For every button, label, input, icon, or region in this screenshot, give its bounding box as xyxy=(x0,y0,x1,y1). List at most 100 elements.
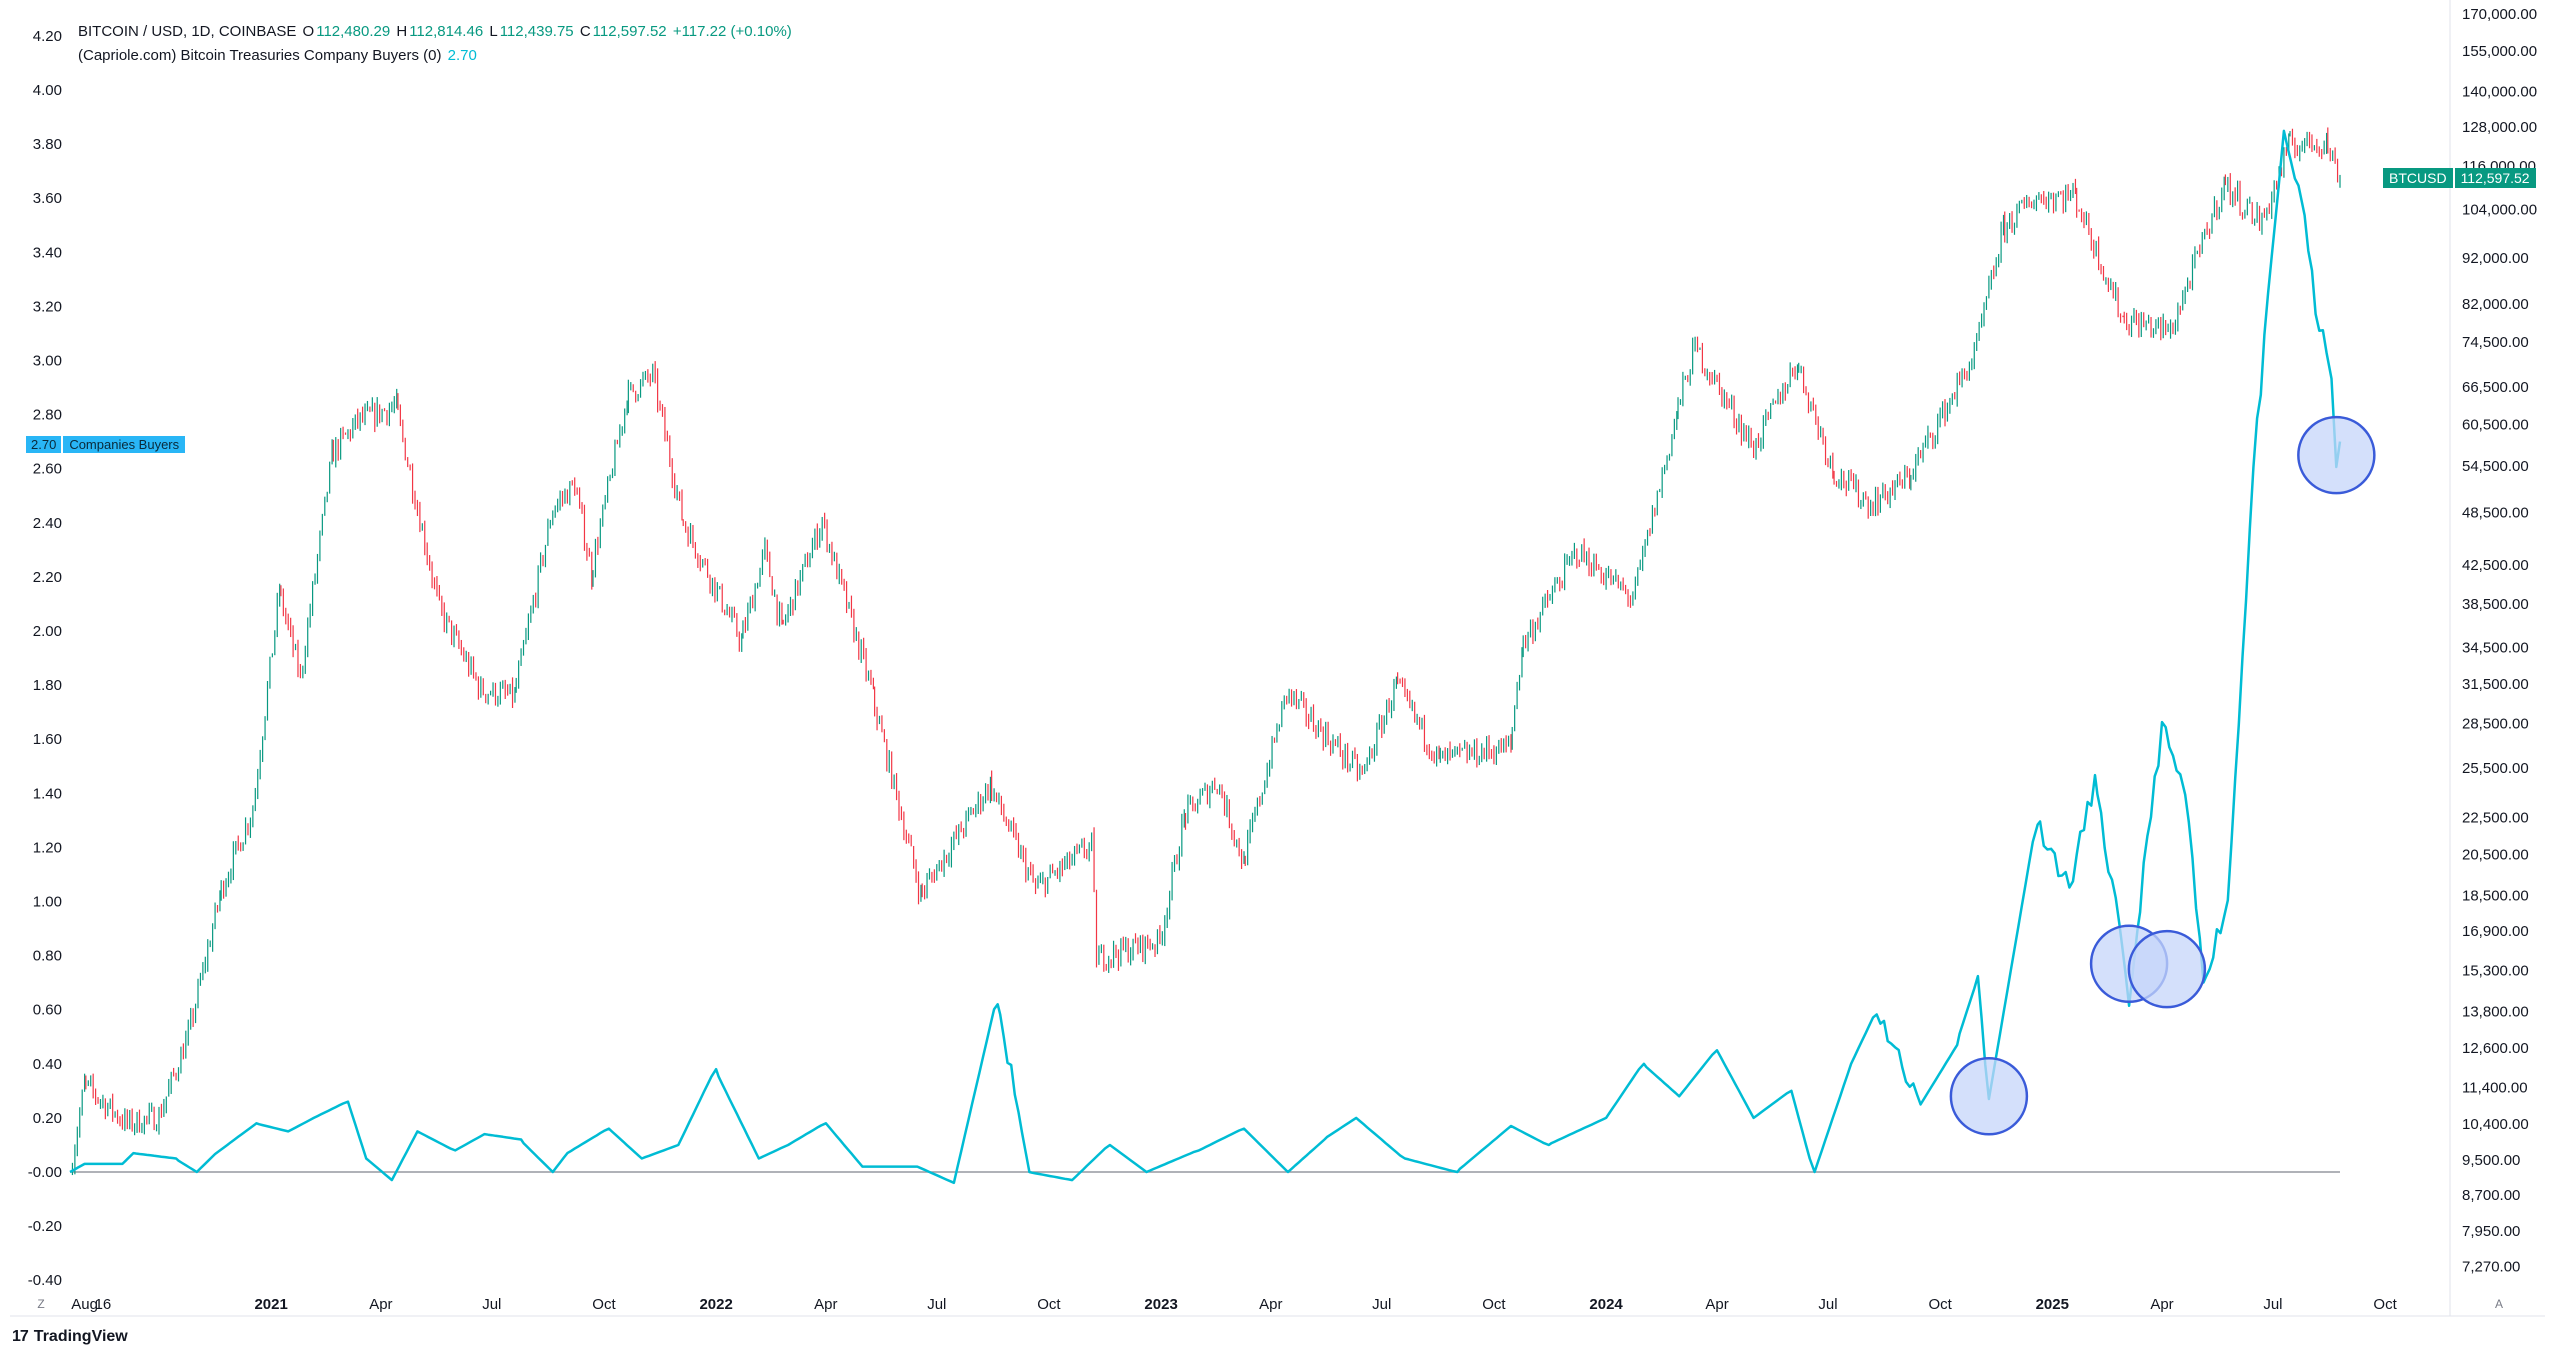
left-tick-label: 2.40 xyxy=(33,515,62,532)
left-tick-label: 3.60 xyxy=(33,190,62,207)
companies-buyers-price-tag: 2.70 Companies Buyers xyxy=(26,436,186,453)
btcusd-price: 112,597.52 xyxy=(2454,168,2536,188)
right-tick-label: 34,500.00 xyxy=(2462,640,2529,657)
time-tick-label: Oct xyxy=(1482,1296,1506,1313)
symbol-row: BITCOIN / USD, 1D, COINBASE O 112,480.29 … xyxy=(78,20,794,44)
indicator-title[interactable]: (Capriole.com) Bitcoin Treasuries Compan… xyxy=(78,47,442,64)
close-value: 112,597.52 xyxy=(592,23,667,40)
right-tick-label: 155,000.00 xyxy=(2462,43,2537,60)
right-tick-label: 22,500.00 xyxy=(2462,809,2529,826)
left-tick-label: 0.20 xyxy=(33,1110,62,1127)
time-tick-label: Oct xyxy=(1928,1296,1952,1313)
right-tick-label: 66,500.00 xyxy=(2462,379,2529,396)
time-tick-label: Aug xyxy=(71,1296,98,1313)
left-tick-label: 0.80 xyxy=(33,948,62,965)
right-axis: 170,000.00 155,000.00 140,000.00 128,000.00… xyxy=(2462,6,2537,1275)
time-tick-label: Apr xyxy=(1705,1296,1728,1313)
highlight-circle xyxy=(2127,929,2207,1009)
left-tick-label: 3.40 xyxy=(33,244,62,261)
left-tick-label: 1.60 xyxy=(33,731,62,748)
change-value: +117.22 (+0.10%) xyxy=(672,23,792,40)
right-tick-label: 12,600.00 xyxy=(2462,1040,2529,1057)
right-tick-label: 42,500.00 xyxy=(2462,557,2529,574)
left-tick-label: -0.40 xyxy=(28,1272,62,1289)
time-tick-label: Jul xyxy=(1372,1296,1391,1313)
left-tick-label: 2.80 xyxy=(33,407,62,424)
open-value: 112,480.29 xyxy=(316,23,391,40)
left-tick-label: 1.00 xyxy=(33,894,62,911)
highlight-circle xyxy=(1949,1057,2029,1136)
left-tick-label: 2.60 xyxy=(33,461,62,478)
right-tick-label: 28,500.00 xyxy=(2462,716,2529,733)
auto-scale-button[interactable]: A xyxy=(2494,1297,2503,1311)
right-tick-label: 128,000.00 xyxy=(2462,119,2537,136)
right-tick-label: 25,500.00 xyxy=(2462,760,2529,777)
highlight-markers xyxy=(1949,415,2376,1136)
indicator-value: 2.70 xyxy=(447,47,477,64)
companies-buyers-line xyxy=(69,129,2342,1185)
right-tick-label: 18,500.00 xyxy=(2462,887,2529,904)
time-tick-label: Apr xyxy=(1259,1296,1282,1313)
highlight-circle xyxy=(2297,415,2376,495)
right-tick-label: 38,500.00 xyxy=(2462,596,2529,613)
right-tick-label: 10,400.00 xyxy=(2462,1116,2529,1133)
right-tick-label: 16,900.00 xyxy=(2462,923,2529,940)
right-tick-label: 54,500.00 xyxy=(2462,458,2529,475)
time-tick-label: Apr xyxy=(369,1296,392,1313)
high-label: H xyxy=(396,23,408,40)
right-tick-label: 7,270.00 xyxy=(2462,1258,2520,1275)
btcusd-price-tag: BTCUSD 112,597.52 xyxy=(2383,168,2536,188)
right-tick-label: 31,500.00 xyxy=(2462,676,2529,693)
time-tick-label: Oct xyxy=(2373,1296,2397,1313)
low-label: L xyxy=(489,23,498,40)
time-tick-label: Apr xyxy=(814,1296,837,1313)
left-tick-label: 1.80 xyxy=(33,677,62,694)
time-tick-label: Apr xyxy=(2150,1296,2173,1313)
close-label: C xyxy=(579,23,591,40)
tradingview-watermark[interactable]: 17 TradingView xyxy=(12,1328,128,1346)
time-tick-label: Jul xyxy=(2263,1296,2282,1313)
time-tick-label: Oct xyxy=(1037,1296,1061,1313)
time-tick-label: 2022 xyxy=(699,1296,732,1313)
right-tick-label: 9,500.00 xyxy=(2462,1152,2520,1169)
right-tick-label: 140,000.00 xyxy=(2462,83,2537,100)
companies-buyers-label: Companies Buyers xyxy=(63,436,186,453)
time-tick-label: 2024 xyxy=(1589,1296,1623,1313)
time-tick-label: Jul xyxy=(927,1296,946,1313)
time-tick-label: 2025 xyxy=(2036,1296,2069,1313)
right-tick-label: 11,400.00 xyxy=(2462,1080,2528,1097)
btcusd-symbol: BTCUSD xyxy=(2383,168,2453,188)
right-tick-label: 15,300.00 xyxy=(2462,963,2529,980)
right-tick-label: 13,800.00 xyxy=(2462,1004,2529,1021)
indicator-row: (Capriole.com) Bitcoin Treasuries Compan… xyxy=(78,44,794,68)
left-tick-label: 0.40 xyxy=(33,1056,62,1073)
timezone-button[interactable]: Z xyxy=(37,1297,45,1311)
open-label: O xyxy=(302,23,315,40)
right-tick-label: 82,000.00 xyxy=(2462,296,2529,313)
right-tick-label: 60,500.00 xyxy=(2462,417,2529,434)
right-tick-label: 20,500.00 xyxy=(2462,846,2529,863)
tradingview-logo-icon: 17 xyxy=(12,1328,29,1345)
right-tick-label: 92,000.00 xyxy=(2462,250,2529,267)
left-tick-label: 3.00 xyxy=(33,353,62,370)
right-tick-label: 8,700.00 xyxy=(2462,1187,2520,1204)
low-value: 112,439.75 xyxy=(499,23,574,40)
left-tick-label: 2.20 xyxy=(33,569,62,586)
left-tick-label: 4.20 xyxy=(33,28,62,45)
left-tick-label: -0.00 xyxy=(28,1164,62,1181)
time-tick-label: Jul xyxy=(482,1296,501,1313)
symbol-title[interactable]: BITCOIN / USD, 1D, COINBASE xyxy=(78,23,297,40)
left-tick-label: 4.00 xyxy=(33,82,62,99)
time-tick-label: 16 xyxy=(95,1296,112,1313)
left-tick-label: -0.20 xyxy=(28,1218,62,1235)
left-tick-label: 0.60 xyxy=(33,1002,62,1019)
right-tick-label: 48,500.00 xyxy=(2462,504,2529,521)
time-tick-label: Oct xyxy=(592,1296,616,1313)
right-tick-label: 104,000.00 xyxy=(2462,201,2537,218)
left-axis: 4.20 4.00 3.80 3.60 3.40 3.20 3.00 2.80 2.60 2.40… xyxy=(28,28,62,1289)
right-tick-label: 74,500.00 xyxy=(2462,334,2529,351)
high-value: 112,814.46 xyxy=(409,23,484,40)
legend-header: BITCOIN / USD, 1D, COINBASE O 112,480.29 … xyxy=(78,20,794,68)
